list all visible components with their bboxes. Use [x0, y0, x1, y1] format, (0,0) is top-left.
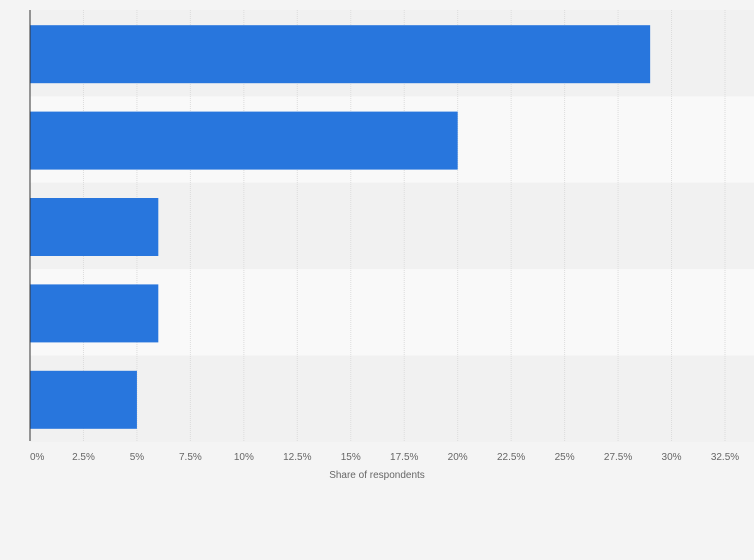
x-tick-label: 15%: [341, 452, 361, 463]
x-axis-title: Share of respondents: [329, 470, 425, 481]
x-tick-label: 5%: [130, 452, 145, 463]
bar[interactable]: [30, 111, 458, 170]
x-tick-label: 32.5%: [711, 452, 739, 463]
x-tick-label: 17.5%: [390, 452, 418, 463]
x-tick-label: 7.5%: [179, 452, 202, 463]
x-axis-tick-labels: 0% 2.5% 5% 7.5% 10% 12.5% 15% 17.5% 20% 22.5% 25% 2…: [30, 452, 739, 463]
x-tick-label: 12.5%: [283, 452, 311, 463]
x-tick-label: 25%: [555, 452, 575, 463]
bar[interactable]: [30, 284, 159, 343]
x-tick-label: 2.5%: [72, 452, 95, 463]
bar[interactable]: [30, 370, 137, 429]
x-tick-label: 20%: [448, 452, 468, 463]
x-tick-label: 27.5%: [604, 452, 632, 463]
bar[interactable]: [30, 25, 651, 84]
bars: [30, 25, 651, 429]
x-tick-label: 10%: [234, 452, 254, 463]
row-band: [30, 355, 754, 442]
x-tick-label: 30%: [662, 452, 682, 463]
x-tick-label: 22.5%: [497, 452, 525, 463]
x-tick-label: 0%: [30, 452, 45, 463]
bar[interactable]: [30, 198, 159, 256]
